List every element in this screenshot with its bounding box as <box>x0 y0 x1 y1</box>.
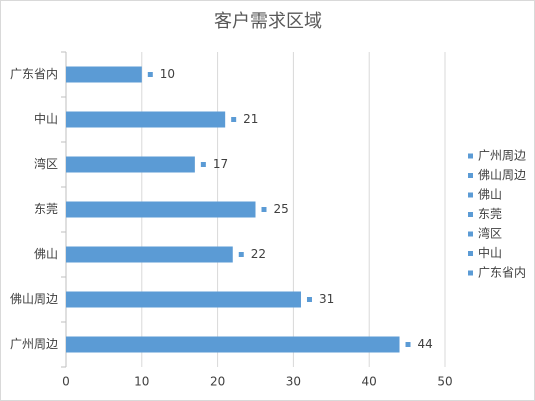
legend-marker <box>468 153 473 159</box>
bar <box>66 291 301 308</box>
legend-label: 东莞 <box>478 207 502 221</box>
legend-label: 佛山 <box>478 188 502 202</box>
bar <box>66 66 142 83</box>
data-label: 10 <box>160 67 175 81</box>
legend-marker <box>468 212 473 217</box>
label-marker <box>306 297 312 302</box>
data-label: 17 <box>213 157 228 171</box>
chart-title: 客户需求区域 <box>214 11 322 32</box>
label-marker <box>405 342 411 347</box>
data-label: 31 <box>319 292 334 306</box>
legend-label: 中山 <box>478 245 502 260</box>
label-marker <box>261 207 267 212</box>
x-tick-label: 0 <box>62 375 70 389</box>
x-tick-label: 30 <box>286 375 301 389</box>
bar <box>66 111 226 128</box>
x-tick-label: 50 <box>437 375 452 389</box>
y-tick-label: 佛山周边 <box>10 292 58 306</box>
legend-marker <box>468 270 473 276</box>
x-tick-label: 10 <box>134 375 149 389</box>
legend-marker <box>468 231 473 237</box>
legend-marker <box>468 173 473 178</box>
bar <box>66 246 233 263</box>
data-label: 22 <box>251 247 266 261</box>
bar <box>66 156 195 173</box>
label-marker <box>238 252 244 257</box>
bar <box>66 336 400 353</box>
legend-marker <box>468 251 473 256</box>
x-tick-label: 20 <box>210 375 225 389</box>
y-tick-label: 中山 <box>34 111 58 126</box>
y-tick-label: 佛山 <box>34 247 58 261</box>
label-marker <box>231 117 237 122</box>
data-label: 25 <box>274 202 289 216</box>
label-marker <box>147 72 153 77</box>
data-label: 21 <box>243 112 258 126</box>
legend-label: 广州周边 <box>478 149 526 163</box>
legend-label: 佛山周边 <box>478 168 526 182</box>
x-tick-label: 40 <box>362 375 377 389</box>
y-tick-label: 广州周边 <box>10 337 58 351</box>
y-tick-label: 湾区 <box>34 156 58 171</box>
y-tick-label: 东莞 <box>34 202 58 216</box>
legend-marker <box>468 192 473 198</box>
data-label: 44 <box>418 337 433 351</box>
bar <box>66 201 256 218</box>
legend-label: 湾区 <box>478 226 502 241</box>
label-marker <box>200 162 206 167</box>
y-tick-label: 广东省内 <box>10 67 58 81</box>
legend-label: 广东省内 <box>478 266 526 280</box>
